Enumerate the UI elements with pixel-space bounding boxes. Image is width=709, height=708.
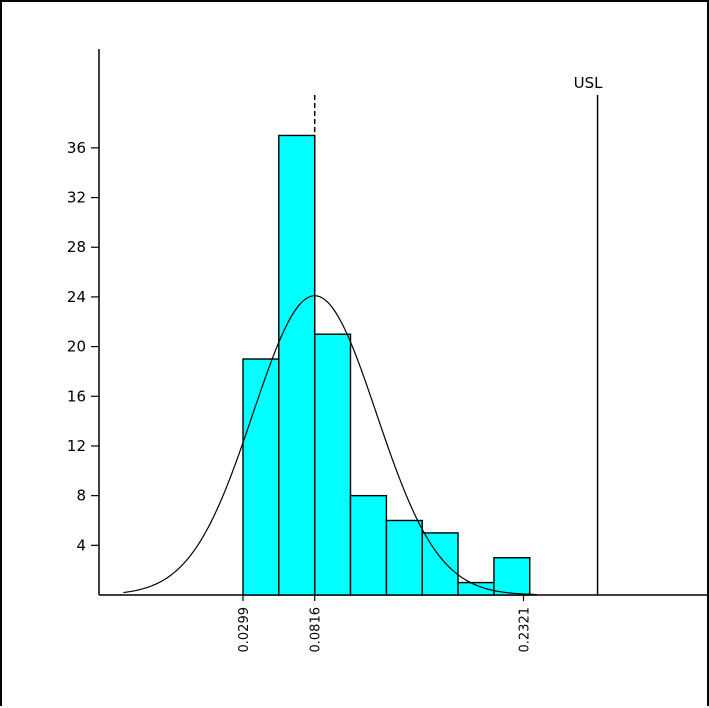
y-tick-label: 28 — [67, 238, 86, 256]
x-tick-label: 0.0299 — [237, 607, 252, 653]
histogram-bar — [493, 557, 531, 596]
y-tick-label: 8 — [76, 487, 86, 505]
y-tick-label: 16 — [67, 387, 86, 405]
usl-label: USL — [574, 74, 604, 92]
histogram-bar — [314, 333, 352, 596]
y-tick-label: 4 — [76, 536, 86, 554]
x-tick-label: 0.2321 — [518, 607, 533, 653]
histogram-bar — [242, 358, 280, 596]
y-tick-label: 24 — [67, 288, 86, 306]
axes — [98, 49, 707, 596]
histogram-bar — [385, 519, 423, 596]
bars — [242, 134, 531, 596]
curve-layer — [123, 295, 537, 596]
y-tick-label: 36 — [67, 139, 86, 157]
normal-curve — [123, 295, 537, 596]
histogram-bar — [278, 134, 316, 596]
y-tick-label: 20 — [67, 338, 86, 356]
histogram-bar — [349, 494, 388, 596]
y-tick-label: 32 — [67, 189, 86, 207]
y-ticks: 4 8 12 16 20 24 28 32 36 — [67, 139, 99, 554]
histogram-bar — [421, 532, 459, 596]
markers: USL — [313, 74, 604, 595]
y-tick-label: 12 — [67, 437, 86, 455]
x-tick-label: 0.0816 — [309, 607, 324, 653]
x-ticks: 0.0299 0.0816 0.2321 — [237, 595, 533, 653]
